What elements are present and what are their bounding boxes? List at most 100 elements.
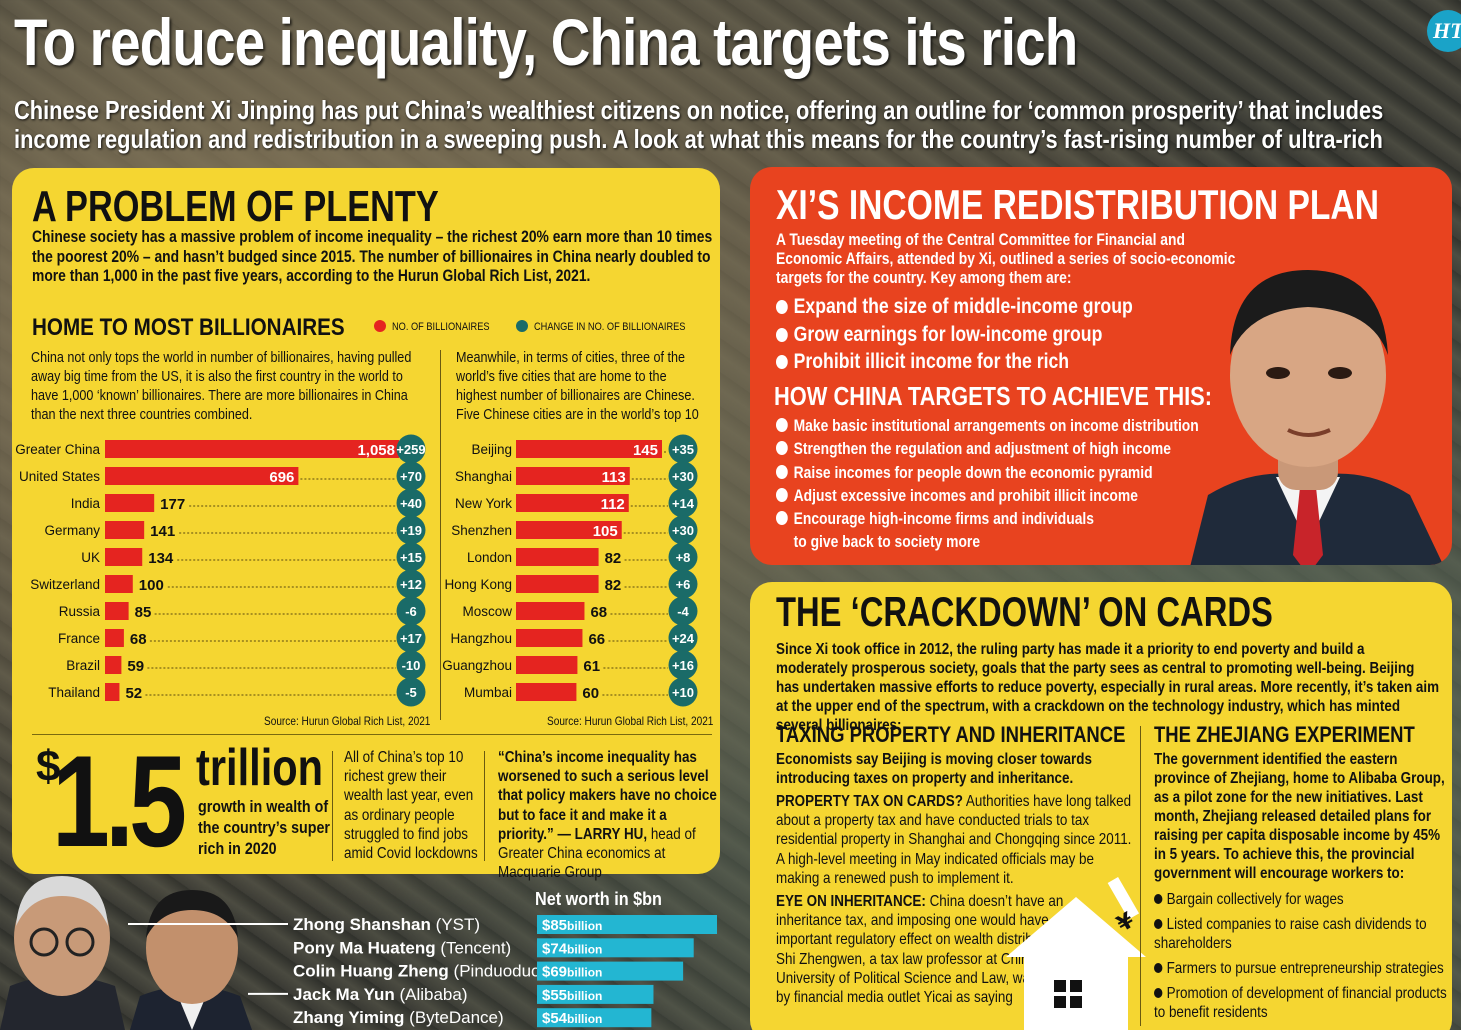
chart-category-label: Thailand xyxy=(48,685,100,700)
bullet-icon xyxy=(776,441,788,456)
quote-text: “China’s income inequality has worsened … xyxy=(498,749,717,843)
chart-category-label: Shenzhen xyxy=(451,523,512,538)
chart-change-label: +30 xyxy=(672,469,694,484)
bullet-icon xyxy=(1154,988,1163,998)
chart-bar xyxy=(516,629,583,647)
problem-panel: A PROBLEM OF PLENTY Chinese society has … xyxy=(12,168,720,881)
networth-title: Net worth in $bn xyxy=(535,889,662,909)
chart-change-circle xyxy=(396,623,426,653)
chart-category-label: Shanghai xyxy=(455,469,512,484)
person-name: Colin Huang Zheng xyxy=(293,962,449,981)
networth-bar xyxy=(537,938,694,958)
networth-value: $85 xyxy=(542,917,567,934)
chart-category-label: UK xyxy=(81,550,100,565)
method-item: Raise incomes for people down the econom… xyxy=(776,462,1199,485)
networth-unit: billion xyxy=(567,966,602,980)
chart-category-label: United States xyxy=(19,469,100,484)
chart-bar xyxy=(516,467,630,485)
zhejiang-item: Farmers to pursue entrepreneurship strat… xyxy=(1154,959,1448,978)
chart-change-circle xyxy=(668,650,698,680)
chart-value-label: 134 xyxy=(148,550,174,567)
chart-value-label: 85 xyxy=(135,604,152,621)
chart-value-label: 82 xyxy=(605,550,622,567)
quote-role: head of Greater China economics at Macqu… xyxy=(498,825,696,882)
person-company: (Alibaba) xyxy=(395,985,468,1004)
method-item-cont: to give back to society more xyxy=(793,533,981,552)
wealth-text: All of China’s top 10 richest grew their… xyxy=(344,749,478,863)
chart-change-circle xyxy=(668,461,698,491)
chart-change-label: -6 xyxy=(405,604,417,619)
chart-change-label: +8 xyxy=(676,550,691,565)
chart-value-label: 68 xyxy=(590,604,607,621)
bullet-icon xyxy=(776,511,788,526)
problem-intro: Chinese society has a massive problem of… xyxy=(32,228,713,285)
chart-bar xyxy=(105,440,399,458)
method-item: Strengthen the regulation and adjustment… xyxy=(776,438,1199,461)
chart-change-label: +30 xyxy=(672,523,694,538)
networth-unit: billion xyxy=(567,1012,602,1026)
chart-change-label: -5 xyxy=(405,685,417,700)
quote-author: — LARRY HU, xyxy=(557,825,648,843)
chart-value-label: 105 xyxy=(593,523,618,540)
zhejiang-list: Bargain collectively for wages Listed co… xyxy=(1154,890,1461,1028)
chart-change-label: +17 xyxy=(400,631,422,646)
ht-logo: HT xyxy=(1427,10,1461,52)
cards-heading: THE ‘CRACKDOWN’ ON CARDS xyxy=(776,588,1273,635)
cities-text: Meanwhile, in terms of cities, three of … xyxy=(456,349,699,423)
chart-bar xyxy=(105,656,122,674)
chart-bar xyxy=(105,494,155,512)
property-tax-text: PROPERTY TAX ON CARDS? Authorities have … xyxy=(776,793,1132,887)
networth-value: $74 xyxy=(542,940,568,957)
source-countries: Source: Hurun Global Rich List, 2021 xyxy=(264,714,431,728)
method-item: Make basic institutional arrangements on… xyxy=(776,415,1199,438)
chart-bar xyxy=(105,467,299,485)
networth-bar xyxy=(537,1008,652,1028)
target-list: Expand the size of middle-income group G… xyxy=(776,293,1201,376)
divider xyxy=(332,751,333,861)
stat-unit: trillion xyxy=(196,739,324,797)
method-item: Adjust excessive incomes and prohibit il… xyxy=(776,485,1199,508)
legend-change: CHANGE IN NO. OF BILLIONAIRES xyxy=(516,320,714,333)
inherit-label: EYE ON INHERITANCE: xyxy=(776,893,926,910)
chart-value-label: 68 xyxy=(130,631,147,648)
chart-change-circle xyxy=(396,596,426,626)
person-name: Pony Ma Huateng xyxy=(293,938,436,957)
chart-value-label: 141 xyxy=(150,523,175,540)
chart-change-circle xyxy=(396,515,426,545)
chart-value-label: 1,058 xyxy=(357,442,395,459)
billionaires-chart: Greater China 1,058 +259 United States 696 +7… xyxy=(15,434,698,707)
problem-heading: A PROBLEM OF PLENTY xyxy=(32,182,439,231)
chart-change-label: +6 xyxy=(676,577,691,592)
method-list: Make basic institutional arrangements on… xyxy=(776,415,1279,555)
page-title: To reduce inequality, China targets its … xyxy=(14,5,1078,79)
divider xyxy=(484,751,485,861)
xi-portrait xyxy=(1190,270,1444,565)
chart-change-circle xyxy=(668,515,698,545)
chart-value-label: 112 xyxy=(601,496,625,513)
chart-value-label: 82 xyxy=(605,577,622,594)
column-divider xyxy=(440,350,441,720)
networth-bar xyxy=(537,915,717,934)
chart-change-label: +259 xyxy=(396,442,425,457)
zhejiang-heading: THE ZHEJIANG EXPERIMENT xyxy=(1154,722,1415,747)
chart-bar xyxy=(516,494,629,512)
chart-value-label: 177 xyxy=(160,496,185,513)
chart-change-circle xyxy=(396,434,426,464)
person-label: Pony Ma Huateng (Tencent) xyxy=(293,938,511,957)
chart-value-label: 61 xyxy=(583,658,600,675)
plan-intro: A Tuesday meeting of the Central Committ… xyxy=(776,231,1236,287)
person-name: Zhong Shanshan xyxy=(293,915,431,934)
chart-change-circle xyxy=(668,569,698,599)
cards-panel: THE ‘CRACKDOWN’ ON CARDS Since Xi took o… xyxy=(750,582,1452,1030)
chart-change-label: +70 xyxy=(400,469,422,484)
chart-value-label: 113 xyxy=(602,469,626,486)
chart-change-circle xyxy=(396,677,426,707)
chart-change-label: +16 xyxy=(672,658,694,673)
chart-category-label: Germany xyxy=(44,523,100,538)
networth-label: $85billion xyxy=(542,917,602,934)
billionaire-photos xyxy=(0,876,252,1030)
separator xyxy=(32,734,712,735)
bullet-icon xyxy=(1154,919,1163,929)
chart-change-label: -10 xyxy=(402,658,421,673)
chart-change-circle xyxy=(396,488,426,518)
